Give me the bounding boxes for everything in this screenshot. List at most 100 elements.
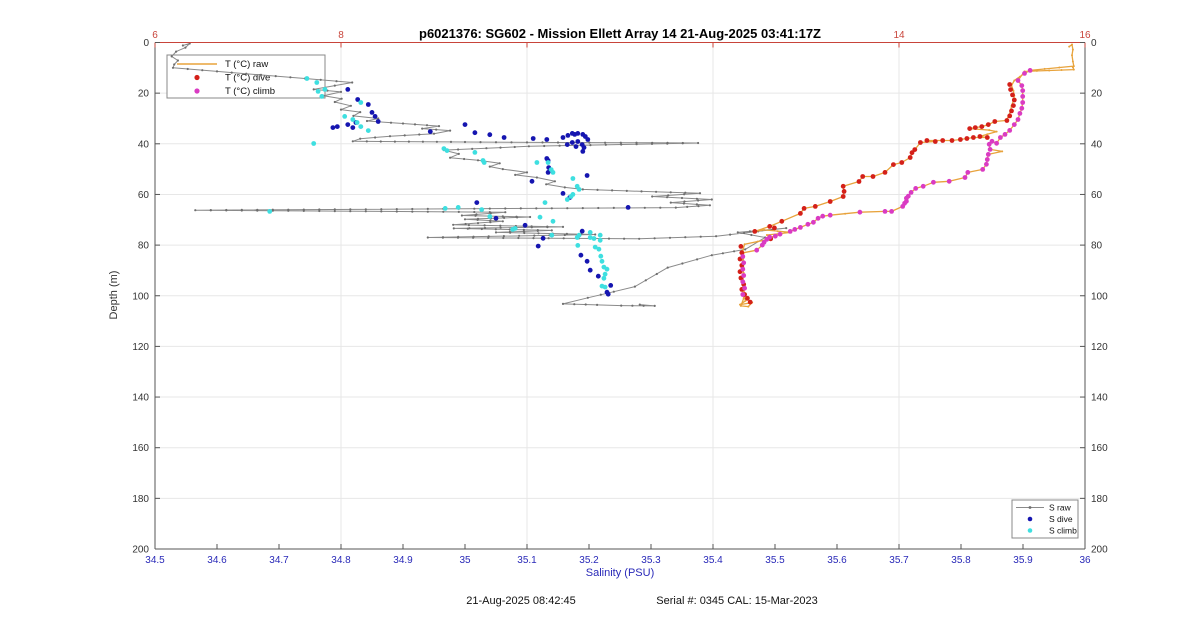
s-raw-marker — [519, 207, 522, 210]
depth-tick-label-right: 160 — [1091, 443, 1108, 454]
t-dive-point — [1007, 82, 1013, 87]
t-climb-point — [1015, 117, 1021, 122]
depth-tick-label-right: 180 — [1091, 494, 1108, 505]
s-raw-marker — [364, 208, 367, 211]
depth-tick-label-left: 120 — [132, 342, 149, 353]
s-raw-marker — [650, 142, 654, 145]
t-dive-point — [841, 189, 847, 194]
t-climb-point — [1015, 78, 1021, 83]
s-raw-marker — [489, 212, 492, 215]
t-climb-point — [741, 273, 747, 278]
s-climb-point — [472, 150, 478, 155]
t-raw-marker — [1058, 66, 1061, 69]
t-dive-point — [752, 229, 758, 234]
salinity-tick-label: 34.6 — [207, 555, 227, 566]
s-climb-point — [601, 275, 607, 281]
t-climb-point — [820, 213, 826, 219]
s-raw-marker — [352, 114, 355, 117]
s-raw-marker — [643, 206, 646, 209]
s-raw-marker — [623, 237, 626, 240]
t-dive-point — [1011, 97, 1017, 103]
s-raw-marker — [642, 304, 645, 307]
s-raw-marker — [666, 142, 669, 145]
t-dive-point — [739, 250, 745, 256]
temperature-tick-label: 6 — [152, 30, 158, 41]
t-dive-legend-label: T (°C) dive — [225, 73, 270, 84]
s-raw-marker — [501, 220, 504, 223]
s-raw-marker — [588, 141, 591, 144]
s-dive-point — [355, 97, 361, 102]
s-dive-point — [595, 273, 601, 279]
s-climb-point — [342, 114, 348, 119]
s-raw-marker — [708, 204, 712, 207]
s-raw-marker — [517, 236, 520, 240]
s-raw-marker — [586, 296, 589, 299]
s-raw-marker — [479, 141, 482, 144]
s-raw-marker — [463, 218, 467, 221]
t-raw-marker — [988, 129, 991, 132]
s-raw-marker — [365, 140, 368, 143]
s-raw-marker — [472, 236, 475, 239]
s-dive-point — [608, 283, 614, 288]
gridlines — [155, 42, 1085, 549]
s-climb-point — [568, 194, 574, 199]
s-dive-point — [560, 191, 566, 196]
s-raw-marker — [380, 210, 383, 213]
s-dive-point — [585, 137, 591, 142]
s-raw-marker — [504, 207, 507, 210]
t-climb-point — [900, 204, 906, 209]
s-raw-marker — [620, 143, 623, 146]
s-climb-point — [512, 226, 518, 231]
s-raw-marker — [442, 210, 445, 213]
t-climb-point — [994, 140, 999, 146]
t-climb-point — [989, 138, 995, 144]
t-climb-point — [998, 135, 1003, 140]
s-raw-marker — [785, 227, 788, 230]
s-raw-marker — [349, 210, 352, 213]
s-raw-marker — [562, 237, 565, 240]
s-dive-point — [493, 215, 499, 221]
s-raw-marker — [407, 140, 410, 143]
t-dive-point — [912, 147, 918, 153]
s-climb-point — [365, 128, 371, 134]
t-climb-point — [857, 209, 863, 215]
t-dive-dot-swatch — [194, 74, 200, 81]
t-dive-point — [1007, 113, 1013, 119]
s-raw-marker — [488, 207, 491, 210]
s-raw-marker — [351, 81, 354, 84]
s-climb-point — [455, 205, 461, 210]
s-raw-legend-label: S raw — [1049, 503, 1072, 513]
t-climb-point — [815, 215, 821, 221]
s-raw-marker — [364, 210, 367, 213]
s-raw-marker — [545, 183, 548, 186]
s-raw-marker — [201, 69, 204, 72]
t-dive-point — [972, 125, 978, 130]
s-raw-marker — [377, 117, 380, 120]
s-raw-marker — [401, 122, 405, 125]
t-dive-point — [779, 218, 785, 224]
s-raw-marker — [543, 144, 546, 148]
s-dive-point — [330, 125, 336, 130]
salinity-tick-label: 34.9 — [393, 555, 413, 566]
depth-tick-label-left: 20 — [138, 89, 150, 100]
s-raw-marker — [666, 196, 669, 199]
s-raw-marker — [516, 216, 519, 219]
t-dive-point — [1009, 108, 1014, 114]
depth-tick-label-left: 160 — [132, 443, 149, 454]
s-raw-marker — [619, 141, 622, 144]
s-raw-marker — [686, 205, 689, 208]
s-raw-marker — [566, 207, 569, 210]
depth-tick-label-right: 80 — [1091, 241, 1103, 252]
t-climb-point — [920, 183, 926, 189]
t-raw-marker — [1001, 150, 1004, 153]
s-raw-marker — [474, 214, 477, 217]
s-raw-marker — [476, 159, 480, 162]
salinity-tick-label: 34.5 — [145, 555, 165, 566]
s-raw-marker — [525, 141, 529, 144]
t-dive-point — [745, 295, 750, 301]
s-raw-marker — [584, 303, 587, 306]
t-dive-point — [798, 211, 803, 216]
s-dive-point — [427, 129, 433, 135]
depth-tick-label-left: 180 — [132, 494, 149, 505]
